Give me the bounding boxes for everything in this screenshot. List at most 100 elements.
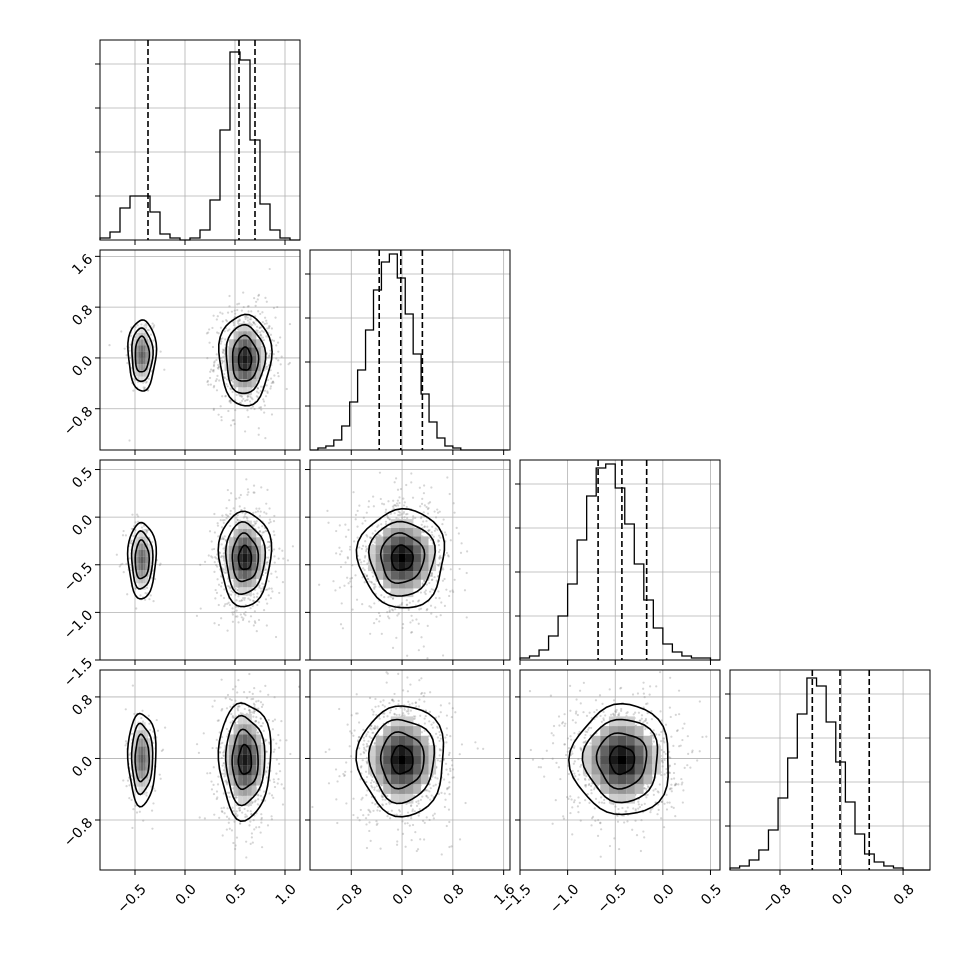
scatter-point (444, 533, 448, 536)
scatter-point (228, 499, 231, 502)
scatter-point (241, 399, 244, 402)
scatter-point (221, 741, 224, 744)
scatter-point (448, 785, 451, 789)
scatter-point (134, 521, 137, 524)
scatter-point (432, 588, 435, 591)
scatter-point (432, 817, 435, 820)
scatter-point (131, 513, 134, 516)
scatter-point (422, 511, 425, 514)
scatter-point (231, 620, 235, 623)
scatter-point (449, 568, 452, 571)
scatter-point (256, 329, 259, 332)
scatter-point (409, 804, 413, 808)
density-cell (238, 734, 243, 745)
scatter-point (359, 808, 362, 812)
scatter-point (369, 839, 372, 842)
density-cell (233, 379, 239, 388)
scatter-point (132, 389, 135, 392)
scatter-point (222, 596, 226, 600)
scatter-point (250, 396, 253, 399)
scatter-point (425, 795, 428, 798)
scatter-point (128, 349, 131, 352)
scatter-point (217, 583, 221, 586)
scatter-point (125, 562, 128, 565)
scatter-point (272, 353, 275, 356)
scatter-point (222, 751, 225, 754)
scatter-point (266, 824, 270, 827)
contour-line (231, 532, 260, 583)
scatter-point (278, 547, 281, 550)
scatter-point (374, 803, 377, 806)
scatter-point (270, 794, 274, 797)
scatter-point (220, 537, 223, 541)
density-cell (260, 355, 266, 364)
scatter-point (364, 735, 368, 738)
scatter-point (251, 692, 254, 695)
scatter-point (231, 715, 234, 718)
scatter-point (367, 505, 370, 508)
scatter-point (225, 781, 228, 784)
scatter-point (259, 385, 263, 388)
scatter-point (210, 780, 213, 783)
scatter-point (125, 742, 128, 745)
scatter-point (220, 356, 223, 360)
scatter-point (228, 827, 231, 830)
scatter-point (132, 808, 135, 811)
scatter-point (411, 809, 414, 813)
scatter-point (271, 338, 274, 342)
density-cell (251, 744, 257, 755)
scatter-point (380, 523, 383, 526)
scatter-point (230, 593, 233, 596)
scatter-point (256, 603, 259, 607)
scatter-point (222, 547, 225, 550)
scatter-point (402, 510, 406, 514)
scatter-point (254, 304, 257, 307)
density-cell (375, 536, 384, 546)
scatter-point (380, 784, 384, 787)
scatter-point (394, 608, 397, 611)
scatter-point (151, 827, 154, 830)
scatter-point (254, 522, 257, 525)
scatter-point (242, 516, 245, 519)
scatter-point (231, 806, 234, 809)
density-cell (238, 570, 243, 579)
density-cell (256, 537, 261, 546)
scatter-point (358, 735, 361, 739)
scatter-point (273, 514, 276, 518)
scatter-point (231, 611, 234, 614)
density-cell (242, 355, 248, 364)
density-cell (398, 553, 406, 563)
scatter-point (358, 819, 361, 822)
scatter-point (253, 687, 256, 690)
scatter-point (233, 716, 236, 719)
scatter-point (385, 671, 388, 674)
scatter-point (434, 716, 438, 719)
scatter-point (216, 331, 219, 334)
scatter-point (253, 596, 256, 599)
scatter-point (129, 356, 132, 359)
density-cell (368, 553, 376, 563)
scatter-point (371, 708, 374, 711)
density-cell (251, 553, 257, 563)
scatter-point (278, 762, 281, 765)
density-cell (242, 339, 248, 348)
scatter-point (445, 741, 448, 744)
scatter-point (268, 324, 271, 328)
scatter-point (370, 724, 373, 728)
scatter-point (147, 714, 150, 717)
density-cell (238, 795, 243, 807)
scatter-point (203, 560, 207, 563)
density-cell (140, 357, 144, 365)
scatter-point (229, 387, 232, 390)
scatter-point (466, 550, 469, 553)
scatter-point (246, 395, 249, 398)
density-cell (247, 331, 252, 340)
scatter-point (358, 558, 362, 561)
scatter-point (377, 524, 380, 527)
density-cell (233, 570, 239, 579)
scatter-point (335, 798, 338, 801)
scatter-point (223, 377, 226, 380)
scatter-point (218, 816, 221, 819)
scatter-point (264, 598, 268, 601)
scatter-point (354, 513, 358, 516)
